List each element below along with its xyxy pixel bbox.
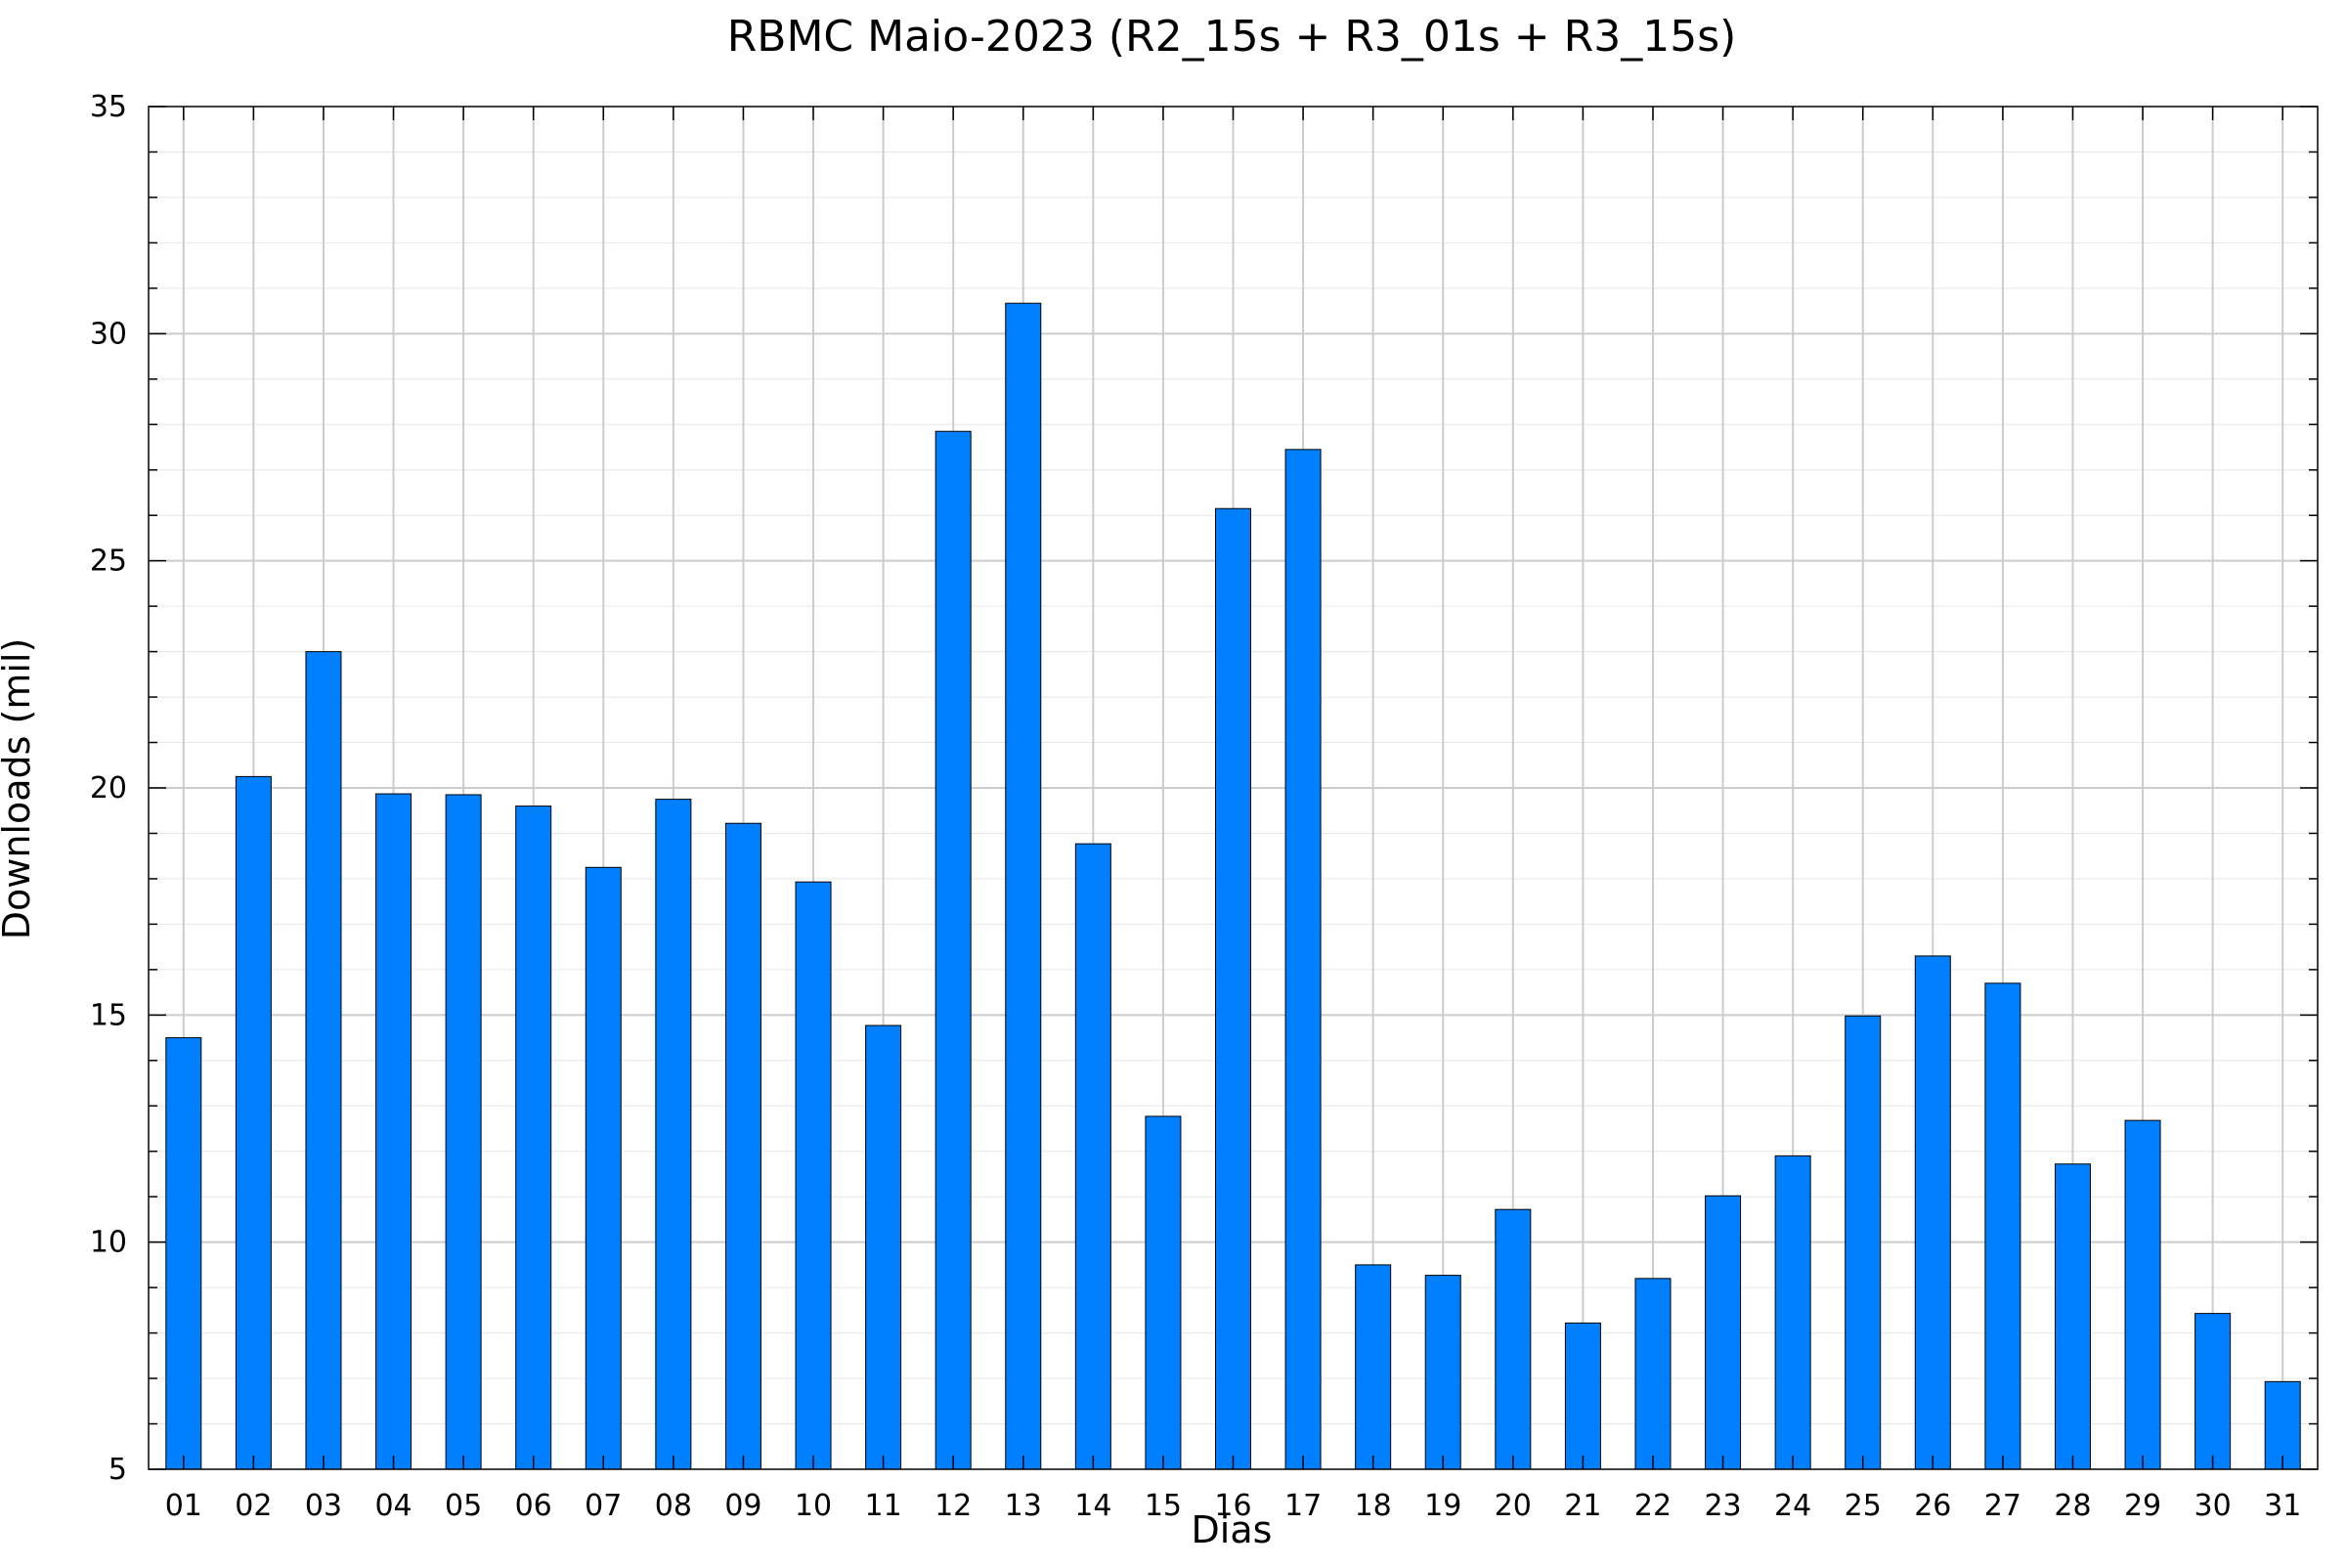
y-axis-label: Downloads (mil) <box>0 638 38 940</box>
bar-21 <box>1564 1322 1601 1470</box>
bar-24 <box>1774 1154 1811 1470</box>
x-tick-label: 03 <box>305 1489 342 1523</box>
x-tick-label: 29 <box>2124 1489 2161 1523</box>
bar-10 <box>795 881 832 1470</box>
bar-11 <box>865 1024 902 1470</box>
bar-17 <box>1284 449 1322 1470</box>
x-tick-label: 04 <box>374 1489 412 1523</box>
x-tick-label: 15 <box>1145 1489 1182 1523</box>
x-tick-label: 13 <box>1005 1489 1042 1523</box>
axes <box>148 106 2319 1470</box>
x-tick-label: 31 <box>2264 1489 2301 1523</box>
y-tick-label: 20 <box>90 771 127 806</box>
bar-28 <box>2054 1163 2091 1470</box>
x-tick-label: 17 <box>1284 1489 1322 1523</box>
bar-23 <box>1705 1195 1742 1470</box>
x-tick-label: 28 <box>2054 1489 2091 1523</box>
y-tick-label: 30 <box>90 317 127 351</box>
bar-27 <box>1984 982 2021 1470</box>
bar-05 <box>445 794 482 1470</box>
x-tick-label: 14 <box>1074 1489 1111 1523</box>
x-tick-label: 19 <box>1424 1489 1461 1523</box>
x-tick-label: 22 <box>1634 1489 1672 1523</box>
bar-26 <box>1914 955 1951 1470</box>
y-tick-label: 5 <box>109 1453 127 1487</box>
x-tick-label: 02 <box>235 1489 272 1523</box>
x-tick-label: 01 <box>165 1489 202 1523</box>
bar-18 <box>1355 1264 1392 1470</box>
bar-08 <box>655 799 692 1470</box>
bar-04 <box>375 793 413 1470</box>
labels: RBMC Maio-2023 (R2_15s + R3_01s + R3_15s… <box>0 12 2301 1551</box>
y-tick-label: 10 <box>90 1226 127 1260</box>
bar-14 <box>1074 843 1111 1470</box>
bar-07 <box>585 866 622 1470</box>
x-tick-label: 08 <box>655 1489 692 1523</box>
x-tick-label: 11 <box>865 1489 902 1523</box>
x-tick-label: 05 <box>445 1489 482 1523</box>
x-tick-label: 20 <box>1495 1489 1532 1523</box>
x-tick-label: 10 <box>795 1489 832 1523</box>
x-tick-label: 30 <box>2194 1489 2232 1523</box>
x-tick-label: 26 <box>1914 1489 1951 1523</box>
bar-20 <box>1495 1208 1532 1470</box>
bar-19 <box>1424 1275 1461 1470</box>
y-tick-label: 15 <box>90 998 127 1032</box>
bar-12 <box>934 430 972 1470</box>
x-tick-label: 18 <box>1355 1489 1392 1523</box>
bar-13 <box>1005 302 1042 1470</box>
x-tick-label: 23 <box>1704 1489 1741 1523</box>
bar-30 <box>2194 1313 2232 1470</box>
bar-06 <box>515 806 552 1470</box>
bar-29 <box>2124 1119 2161 1470</box>
x-tick-label: 09 <box>724 1489 761 1523</box>
bar-01 <box>165 1037 202 1470</box>
x-tick-label: 16 <box>1214 1489 1251 1523</box>
bar-03 <box>305 651 342 1470</box>
x-axis-label: Dias <box>1192 1508 1273 1551</box>
bar-16 <box>1215 507 1251 1470</box>
bar-25 <box>1845 1015 1882 1470</box>
x-tick-label: 07 <box>585 1489 622 1523</box>
x-tick-label: 24 <box>1774 1489 1811 1523</box>
bar-22 <box>1634 1278 1672 1470</box>
bar-02 <box>235 775 272 1470</box>
x-tick-label: 21 <box>1564 1489 1601 1523</box>
bar-09 <box>724 822 761 1470</box>
x-tick-label: 27 <box>1984 1489 2021 1523</box>
bar-31 <box>2264 1380 2301 1470</box>
chart-title: RBMC Maio-2023 (R2_15s + R3_01s + R3_15s… <box>727 12 1737 62</box>
x-tick-label: 25 <box>1845 1489 1882 1523</box>
x-tick-label: 06 <box>515 1489 552 1523</box>
y-tick-label: 35 <box>90 90 127 124</box>
y-tick-label: 25 <box>90 544 127 579</box>
x-tick-label: 12 <box>934 1489 972 1523</box>
bar-15 <box>1145 1115 1182 1470</box>
